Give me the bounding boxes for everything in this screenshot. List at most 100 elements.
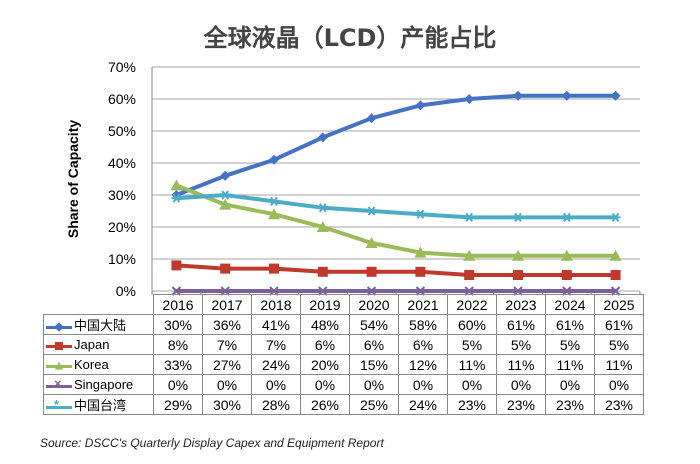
data-label: 8% bbox=[153, 334, 203, 355]
data-label: 48% bbox=[300, 314, 350, 335]
table-header-row: 2016 2017 2018 2019 2020 2021 2022 2023 2024 2025 bbox=[43, 294, 644, 315]
x-tick-label: 2022 bbox=[447, 294, 497, 315]
legend-symbol-icon bbox=[46, 341, 72, 351]
x-tick-label: 2025 bbox=[594, 294, 644, 315]
data-label: 5% bbox=[594, 334, 644, 355]
x-tick-label: 2023 bbox=[496, 294, 546, 315]
legend-symbol-icon bbox=[46, 321, 72, 332]
data-label: 11% bbox=[545, 354, 595, 375]
legend-label: Korea bbox=[74, 357, 109, 372]
series-2-point bbox=[560, 249, 573, 261]
legend-line bbox=[46, 384, 72, 388]
data-label: 24% bbox=[251, 354, 301, 375]
series-1-point bbox=[610, 270, 621, 280]
legend-label: Singapore bbox=[74, 377, 134, 392]
legend-marker bbox=[55, 361, 63, 370]
series-1-point bbox=[513, 270, 523, 280]
legend-marker: * bbox=[54, 396, 60, 412]
table-row: × Singapore 0% 0% 0% 0% 0% 0% 0% 0% 0% 0% bbox=[43, 374, 644, 395]
y-tick-label: 60% bbox=[108, 91, 136, 107]
legend-entry: 中国大陆 bbox=[43, 314, 154, 335]
series-2-point bbox=[609, 249, 622, 261]
data-label: 12% bbox=[398, 354, 448, 375]
data-label: 15% bbox=[349, 354, 399, 375]
series-4-point bbox=[415, 209, 426, 219]
data-label: 0% bbox=[398, 374, 448, 395]
legend-symbol-icon: * bbox=[46, 398, 72, 412]
series-2-point bbox=[365, 237, 378, 248]
series-4-point bbox=[513, 212, 523, 222]
data-label: 26% bbox=[300, 394, 350, 415]
series-0-point bbox=[561, 90, 572, 101]
x-tick-label: 2020 bbox=[349, 294, 399, 315]
x-tick-label: 2016 bbox=[153, 294, 203, 315]
data-label: 23% bbox=[545, 394, 595, 415]
series-2-point bbox=[268, 208, 280, 220]
data-label: 27% bbox=[202, 354, 252, 375]
y-axis-title: Share of Capacity bbox=[65, 120, 81, 238]
legend-entry: Korea bbox=[43, 354, 154, 375]
data-label: 11% bbox=[594, 354, 644, 375]
table-row: 中国大陆 30% 36% 41% 48% 54% 58% 60% 61% 61% 61% bbox=[43, 314, 644, 335]
legend-line bbox=[46, 405, 72, 409]
data-label: 24% bbox=[398, 394, 448, 415]
data-label: 61% bbox=[545, 314, 595, 335]
data-label: 33% bbox=[153, 354, 203, 375]
series-3-point bbox=[220, 286, 230, 296]
series-4-point bbox=[366, 206, 377, 216]
data-label: 0% bbox=[202, 374, 252, 395]
series-3-point bbox=[464, 286, 474, 296]
data-label: 41% bbox=[251, 314, 301, 335]
series-0-point bbox=[610, 90, 621, 101]
series-1-point bbox=[561, 270, 572, 280]
x-tick-label: 2018 bbox=[251, 294, 301, 315]
legend-label: 中国大陆 bbox=[74, 318, 127, 333]
series-3-point bbox=[415, 286, 426, 296]
data-label: 0% bbox=[496, 374, 546, 395]
series-3-point bbox=[171, 286, 182, 296]
data-label: 5% bbox=[545, 334, 595, 355]
legend-symbol-icon bbox=[46, 361, 72, 371]
series-0-line bbox=[174, 93, 618, 197]
series-1-point bbox=[317, 266, 328, 277]
chart-title: 全球液晶（LCD）产能占比 bbox=[203, 24, 497, 52]
series-3-point bbox=[513, 286, 523, 296]
series-3-point bbox=[610, 286, 621, 296]
series-2-point bbox=[512, 249, 524, 261]
series-3-point bbox=[562, 286, 572, 296]
data-label: 7% bbox=[251, 334, 301, 355]
data-label: 0% bbox=[545, 374, 595, 395]
legend-symbol-icon: × bbox=[46, 377, 72, 391]
data-label: 54% bbox=[349, 314, 399, 335]
data-label: 11% bbox=[496, 354, 546, 375]
y-tick-label: 70% bbox=[108, 59, 136, 75]
data-label: 5% bbox=[447, 334, 497, 355]
data-label: 28% bbox=[251, 394, 301, 415]
legend-entry: * 中国台湾 bbox=[43, 394, 154, 415]
table-row: Korea 33% 27% 24% 20% 15% 12% 11% 11% 11% 11% bbox=[43, 354, 644, 375]
series-2-line bbox=[174, 183, 618, 258]
data-label: 60% bbox=[447, 314, 497, 335]
series-1-point bbox=[415, 266, 426, 277]
data-label: 6% bbox=[300, 334, 350, 355]
data-label: 0% bbox=[594, 374, 644, 395]
table-row: * 中国台湾 29% 30% 28% 26% 25% 24% 23% 23% 23% 23% bbox=[43, 394, 644, 415]
x-tick-label: 2024 bbox=[545, 294, 595, 315]
data-label: 6% bbox=[349, 334, 399, 355]
data-label: 7% bbox=[202, 334, 252, 355]
data-label: 30% bbox=[202, 394, 252, 415]
data-label: 23% bbox=[447, 394, 497, 415]
series-1-point bbox=[464, 270, 475, 280]
data-label: 61% bbox=[594, 314, 644, 335]
data-label: 36% bbox=[202, 314, 252, 335]
data-label: 0% bbox=[349, 374, 399, 395]
series-1-point bbox=[171, 260, 182, 271]
series-3-point bbox=[318, 286, 328, 296]
series-2-point bbox=[170, 179, 183, 191]
series-2-point bbox=[316, 221, 329, 232]
data-label: 0% bbox=[251, 374, 301, 395]
series-0-point bbox=[366, 113, 377, 124]
source-note: Source: DSCC's Quarterly Display Capex a… bbox=[40, 436, 384, 450]
legend-entry: × Singapore bbox=[43, 374, 154, 395]
series-2-point bbox=[219, 198, 232, 210]
